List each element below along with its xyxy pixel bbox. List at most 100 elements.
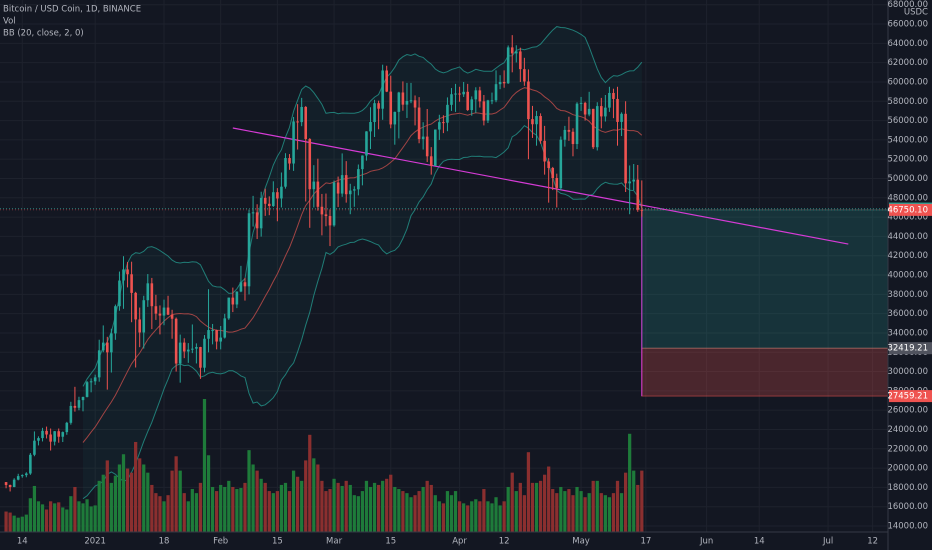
candle-body: [397, 92, 401, 112]
volume-legend: Vol: [3, 17, 16, 27]
candle-body: [417, 107, 421, 140]
candle-body: [357, 169, 360, 190]
volume-bar: [158, 496, 162, 532]
candle-body: [575, 103, 579, 145]
volume-bar: [457, 501, 462, 532]
volume-bar: [393, 486, 397, 532]
candle-body: [328, 216, 332, 226]
y-tick-label: 48000.00: [887, 193, 928, 203]
candle-body: [174, 318, 178, 364]
x-tick-label: 2021: [84, 537, 106, 547]
volume-bar: [28, 498, 32, 532]
volume-bar: [142, 464, 146, 532]
candle-body: [591, 108, 595, 148]
volume-bar: [385, 478, 389, 532]
volume-bar: [498, 505, 502, 532]
volume-bar: [603, 495, 607, 532]
volume-bar: [291, 470, 296, 532]
volume-bar: [619, 493, 624, 532]
candle-body: [93, 377, 97, 382]
candle-body: [381, 70, 384, 109]
volume-bar: [166, 495, 170, 532]
volume-bar: [413, 495, 417, 532]
volume-bar: [356, 496, 360, 532]
volume-bar: [308, 434, 312, 532]
volume-bar: [44, 509, 49, 532]
volume-bar: [409, 497, 413, 532]
candle-body: [259, 197, 263, 229]
candle-body: [126, 269, 129, 275]
volume-bar: [401, 491, 405, 532]
volume-bar: [640, 470, 644, 532]
candle-body: [579, 102, 583, 104]
volume-bar: [53, 503, 57, 532]
candle-body: [114, 306, 117, 334]
volume-bar: [275, 491, 279, 532]
x-tick-label: 15: [385, 537, 396, 547]
volume-bar: [231, 486, 235, 532]
candle-body: [85, 382, 89, 397]
candle-body: [604, 107, 607, 117]
volume-bar: [154, 493, 158, 532]
volume-bar: [372, 482, 377, 532]
candle-body: [510, 47, 514, 54]
volume-bar: [506, 486, 510, 532]
candle-body: [450, 94, 453, 105]
volume-bar: [336, 482, 340, 532]
candle-body: [304, 106, 308, 140]
candle-body: [134, 292, 137, 320]
candle-body: [393, 111, 397, 125]
candle-body: [251, 212, 255, 214]
x-tick-label: 14: [17, 537, 28, 547]
candle-body: [531, 119, 534, 125]
y-axis-label: USDC: [904, 8, 928, 18]
price-label: 46750.10: [887, 205, 928, 215]
candle-body: [519, 51, 522, 70]
volume-bar: [239, 488, 243, 532]
volume-bar: [12, 515, 16, 532]
volume-bar: [271, 493, 275, 532]
y-tick-label: 68000.00: [887, 0, 928, 10]
stop-label: 27459.21: [887, 392, 928, 402]
candle-body: [16, 476, 20, 480]
candle-body: [53, 431, 56, 442]
candle-body: [506, 47, 510, 84]
candle-body: [312, 181, 316, 190]
chart-title: Bitcoin / USD Coin, 1D, BINANCE: [3, 5, 141, 15]
candle-body: [324, 214, 328, 217]
candle-body: [344, 175, 348, 195]
candle-body: [490, 100, 494, 102]
volume-bar: [445, 491, 450, 532]
volume-bar: [235, 489, 239, 532]
x-tick-label: May: [572, 537, 590, 547]
volume-bar: [364, 480, 369, 532]
x-tick-label: Mar: [326, 537, 343, 547]
volume-bar: [65, 509, 69, 532]
candle-body: [458, 93, 461, 95]
candle-body: [280, 186, 283, 199]
candle-body: [4, 482, 8, 485]
volume-bar: [81, 503, 85, 532]
candle-body: [462, 91, 465, 95]
candle-body: [587, 108, 591, 115]
volume-bar: [607, 497, 612, 532]
candle-body: [316, 181, 320, 207]
volume-bar: [150, 484, 154, 532]
volume-bar: [312, 458, 316, 532]
candle-body: [389, 91, 393, 125]
volume-bar: [162, 501, 166, 532]
candle-body: [178, 342, 182, 364]
volume-bar: [247, 450, 251, 532]
candle-body: [502, 81, 506, 84]
candle-body: [207, 330, 210, 339]
volume-bar: [474, 499, 478, 532]
y-tick-label: 38000.00: [887, 290, 928, 300]
candle-body: [73, 405, 77, 408]
volume-bar: [575, 486, 579, 532]
volume-bar: [300, 480, 304, 532]
candle-body: [361, 155, 364, 170]
volume-bar: [105, 460, 109, 532]
volume-bar: [623, 472, 628, 532]
volume-bar: [559, 486, 563, 532]
candle-body: [571, 131, 575, 145]
